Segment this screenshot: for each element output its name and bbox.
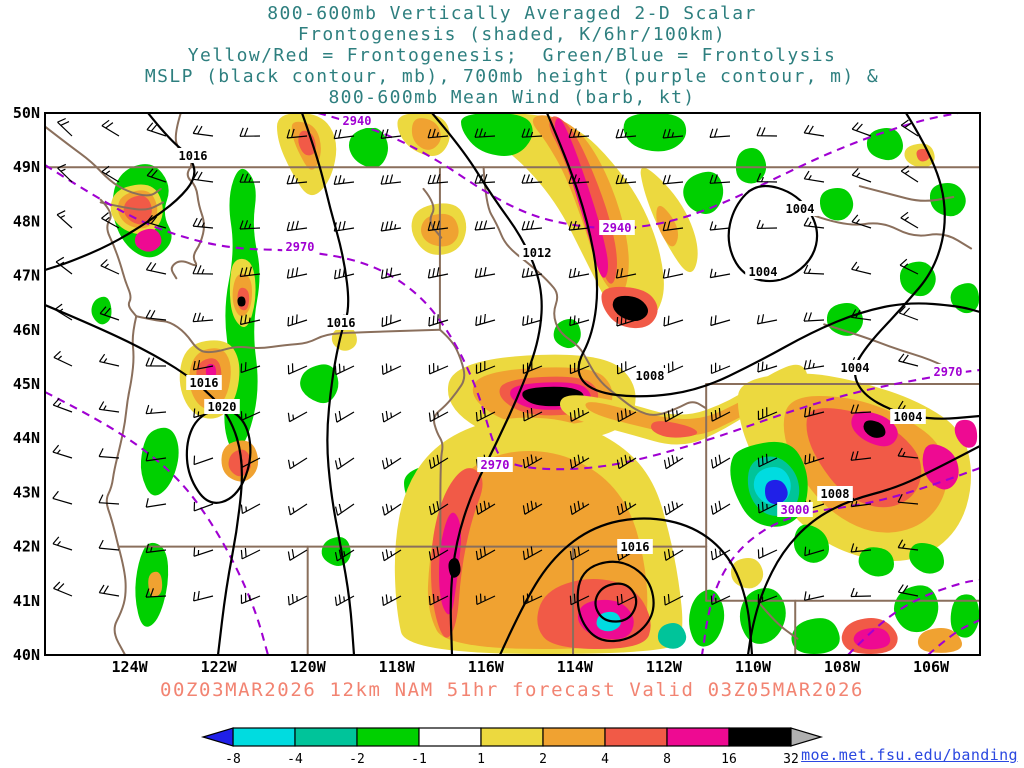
svg-text:2940: 2940 (343, 114, 372, 128)
title-line-1: 800-600mb Vertically Averaged 2-D Scalar (267, 3, 757, 24)
svg-text:110W: 110W (735, 658, 772, 676)
svg-text:2: 2 (539, 752, 547, 767)
svg-text:46N: 46N (13, 321, 40, 339)
mslp-contours (45, 113, 980, 655)
svg-text:48N: 48N (13, 212, 40, 230)
svg-text:1: 1 (477, 752, 485, 767)
svg-text:106W: 106W (913, 658, 950, 676)
shaded-regions (91, 113, 980, 654)
wind-barbs (52, 117, 919, 607)
svg-text:1004: 1004 (749, 265, 778, 279)
state-borders (45, 113, 980, 655)
svg-text:1008: 1008 (821, 487, 850, 501)
svg-text:118W: 118W (379, 658, 416, 676)
svg-text:2970: 2970 (934, 365, 963, 379)
svg-text:112W: 112W (646, 658, 683, 676)
colorbar: -8 -4 -2 -1 1 2 4 8 16 32 (200, 727, 824, 767)
title-line-3: Yellow/Red = Frontogenesis; Green/Blue =… (187, 45, 837, 66)
title-line-5: 800-600mb Mean Wind (barb, kt) (328, 87, 696, 108)
contour-labels: 1016 1016 1020 1016 1012 1008 1008 1004 1004 1004… (175, 113, 966, 554)
svg-text:2970: 2970 (286, 240, 315, 254)
colorbar-right-arrow (790, 727, 824, 747)
svg-text:124W: 124W (112, 658, 149, 676)
svg-text:3000: 3000 (781, 503, 810, 517)
colorbar-left-arrow (200, 727, 234, 747)
svg-text:1016: 1016 (621, 540, 650, 554)
svg-text:40N: 40N (13, 646, 40, 664)
svg-text:2940: 2940 (603, 221, 632, 235)
banding-link[interactable]: moe.met.fsu.edu/banding (801, 746, 1018, 764)
svg-text:1016: 1016 (179, 149, 208, 163)
title-line-2: Frontogenesis (shaded, K/6hr/100km) (297, 24, 727, 45)
svg-text:45N: 45N (13, 375, 40, 393)
svg-text:1020: 1020 (208, 400, 237, 414)
svg-text:2970: 2970 (481, 458, 510, 472)
svg-text:49N: 49N (13, 158, 40, 176)
svg-text:1004: 1004 (786, 202, 815, 216)
svg-text:8: 8 (663, 752, 671, 767)
svg-text:44N: 44N (13, 429, 40, 447)
svg-text:120W: 120W (290, 658, 327, 676)
map-frame (44, 112, 981, 656)
svg-text:-1: -1 (411, 752, 427, 767)
svg-text:116W: 116W (468, 658, 505, 676)
forecast-caption: 00Z03MAR2026 12km NAM 51hr forecast Vali… (159, 679, 865, 701)
height-contours (45, 113, 980, 655)
svg-text:1016: 1016 (190, 376, 219, 390)
svg-text:32: 32 (783, 752, 799, 767)
svg-text:1012: 1012 (523, 246, 552, 260)
svg-text:47N: 47N (13, 267, 40, 285)
svg-text:114W: 114W (557, 658, 594, 676)
svg-text:43N: 43N (13, 483, 40, 501)
svg-text:122W: 122W (201, 658, 238, 676)
svg-text:1008: 1008 (636, 369, 665, 383)
svg-text:16: 16 (721, 752, 737, 767)
svg-text:1016: 1016 (327, 316, 356, 330)
title-line-4: MSLP (black contour, mb), 700mb height (… (144, 66, 880, 87)
svg-text:1004: 1004 (894, 410, 923, 424)
chart-title: 800-600mb Vertically Averaged 2-D Scalar… (0, 3, 1024, 108)
svg-text:108W: 108W (824, 658, 861, 676)
svg-text:-4: -4 (287, 752, 303, 767)
svg-text:42N: 42N (13, 538, 40, 556)
svg-text:-2: -2 (349, 752, 365, 767)
svg-text:-8: -8 (225, 752, 241, 767)
svg-text:41N: 41N (13, 592, 40, 610)
svg-text:4: 4 (601, 752, 609, 767)
svg-text:1004: 1004 (841, 361, 870, 375)
